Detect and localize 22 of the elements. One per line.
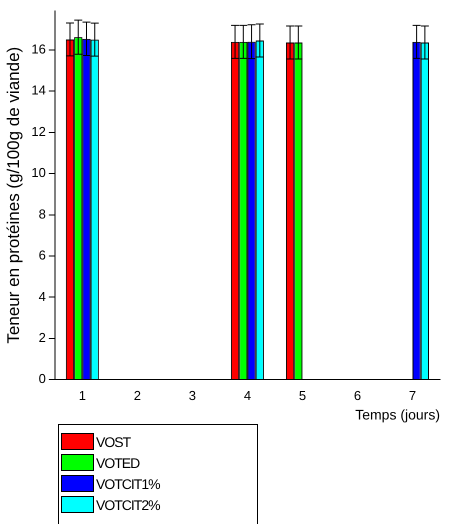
y-tick-label: 12 [31,124,46,139]
y-tick-label: 10 [31,165,46,180]
y-tick-label: 8 [38,206,46,222]
x-tick-label: 4 [244,388,252,403]
y-tick-label: 0 [38,371,46,386]
x-tick-label: 5 [298,388,306,403]
legend-label: VOST [96,434,130,450]
x-tick-label: 1 [78,388,86,403]
y-tick-label: 2 [38,330,46,345]
x-axis-title: Temps (jours) [355,406,440,422]
legend-label: VOTED [96,454,140,470]
y-tick-label: 4 [38,288,46,304]
x-tick-label: 2 [134,388,142,403]
x-tick-label: 6 [354,388,362,403]
y-tick-label: 16 [31,42,46,57]
legend-label: VOTCIT1% [96,476,160,492]
x-tick-label: 7 [408,388,416,403]
y-axis-title: Teneur en protéines (g/100g de viande) [4,46,23,344]
y-tick-label: 14 [31,82,46,98]
y-tick-label: 6 [38,248,46,263]
legend-label: VOTCIT2% [96,496,160,512]
x-tick-label: 3 [188,388,196,403]
